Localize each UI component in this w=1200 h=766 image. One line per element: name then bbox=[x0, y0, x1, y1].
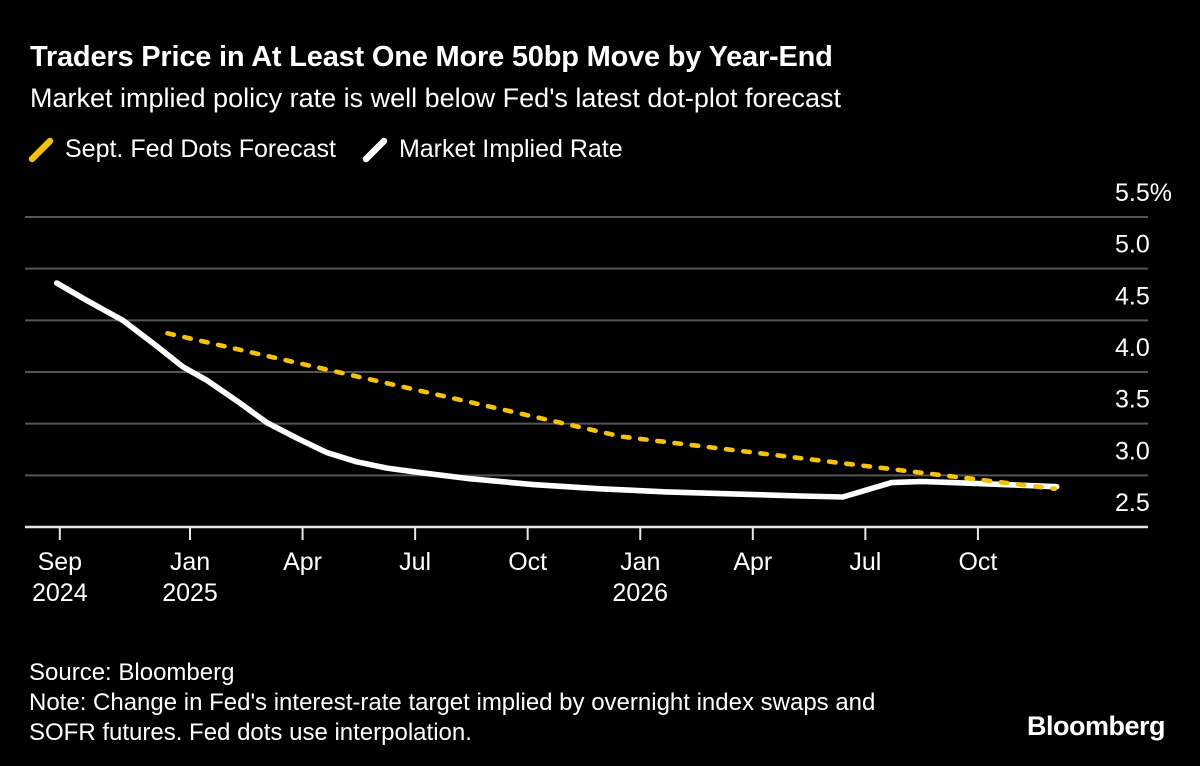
chart-subtitle: Market implied policy rate is well below… bbox=[30, 83, 841, 113]
chart-legend: Sept. Fed Dots Forecast Market Implied R… bbox=[28, 135, 623, 164]
x-axis-year-label: 2025 bbox=[162, 579, 218, 607]
x-axis-month-label: Oct bbox=[958, 548, 997, 576]
x-axis-year-label: 2024 bbox=[32, 579, 88, 607]
y-axis-label: 5.5% bbox=[1115, 179, 1172, 207]
page-title: Traders Price in At Least One More 50bp … bbox=[30, 41, 833, 73]
y-axis-label: 2.5 bbox=[1115, 489, 1150, 517]
note-text-line1: Note: Change in Fed's interest-rate targ… bbox=[29, 689, 876, 716]
solid-line-swatch-icon bbox=[362, 137, 388, 162]
x-axis-month-label: Oct bbox=[508, 548, 547, 576]
x-axis-month-label: Jul bbox=[399, 548, 431, 576]
x-axis-year-label: 2026 bbox=[612, 579, 668, 607]
x-axis-month-label: Apr bbox=[733, 548, 772, 576]
dashed-line-swatch-icon bbox=[28, 137, 54, 162]
source-text: Source: Bloomberg bbox=[29, 659, 235, 686]
y-axis-label: 5.0 bbox=[1115, 231, 1150, 259]
x-axis-month-label: Jan bbox=[620, 548, 660, 576]
swatch-slash bbox=[362, 137, 388, 162]
legend-label-fed-dots: Sept. Fed Dots Forecast bbox=[65, 135, 336, 163]
legend-item-market-implied: Market Implied Rate bbox=[362, 135, 623, 164]
legend-item-fed-dots: Sept. Fed Dots Forecast bbox=[28, 135, 336, 164]
note-text-line2: SOFR futures. Fed dots use interpolation… bbox=[29, 719, 472, 746]
x-axis-month-label: Apr bbox=[283, 548, 322, 576]
y-axis-label: 4.5 bbox=[1115, 282, 1150, 310]
legend-label-market-implied: Market Implied Rate bbox=[398, 135, 623, 163]
y-axis-label: 4.0 bbox=[1115, 334, 1150, 362]
fed-dots-series-line bbox=[165, 330, 1058, 492]
x-axis-month-label: Jan bbox=[170, 548, 210, 576]
bloomberg-logo: Bloomberg bbox=[1026, 711, 1166, 741]
x-axis-month-label: Sep bbox=[38, 548, 82, 576]
swatch-slash bbox=[28, 137, 54, 162]
y-axis-label: 3.0 bbox=[1115, 437, 1150, 465]
y-axis-label: 3.5 bbox=[1115, 386, 1150, 414]
x-axis-month-label: Jul bbox=[849, 548, 881, 576]
chart-footer: Source: Bloomberg Note: Change in Fed's … bbox=[29, 658, 875, 748]
market-implied-series-line bbox=[53, 280, 1060, 500]
